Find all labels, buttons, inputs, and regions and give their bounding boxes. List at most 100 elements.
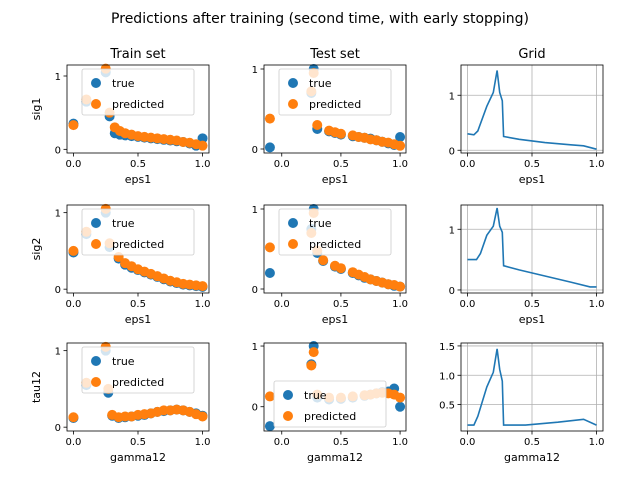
- point-true: [264, 421, 275, 432]
- y-axis-label: sig1: [30, 98, 43, 121]
- legend: true predicted: [81, 208, 195, 256]
- point-predicted: [197, 411, 208, 422]
- y-tick-label: 1: [252, 342, 258, 353]
- x-tick-label: 1.0: [589, 299, 605, 310]
- legend-label-predicted: predicted: [304, 410, 356, 423]
- y-tick-label: 0: [252, 285, 258, 296]
- y-tick-label: 1: [55, 347, 61, 358]
- x-axis-label: eps1: [519, 313, 545, 326]
- subplot-2: 0.0 0.5 1.0 0 1 Test set eps1 true predicted: [252, 47, 408, 186]
- point-predicted: [197, 281, 208, 292]
- axes-frame: [263, 204, 407, 294]
- point-predicted: [68, 120, 79, 131]
- point-predicted: [264, 391, 275, 402]
- legend-marker-true: [288, 218, 298, 228]
- point-predicted: [68, 412, 79, 423]
- subplot-title: Grid: [518, 47, 545, 62]
- legend: true predicted: [278, 208, 392, 256]
- x-tick-label: 0.5: [524, 437, 540, 448]
- y-tick-label: 0: [55, 423, 61, 434]
- legend-label-predicted: predicted: [112, 238, 164, 251]
- point-true: [395, 401, 406, 412]
- legend-marker-true: [91, 78, 101, 88]
- point-predicted: [68, 245, 79, 256]
- x-tick-label: 0.5: [524, 159, 540, 170]
- subplot-6: 0.0 0.5 1.0 0 1 eps1: [449, 204, 605, 326]
- y-axis-label: tau12: [30, 371, 43, 403]
- x-tick-label: 0.5: [130, 299, 146, 310]
- x-axis-label: eps1: [125, 313, 151, 326]
- point-true: [264, 268, 275, 278]
- point-predicted: [318, 255, 329, 266]
- subplot-3: 0.0 0.5 1.0 0 1 Grid eps1: [449, 47, 605, 186]
- point-predicted: [308, 347, 319, 358]
- x-axis-label: eps1: [125, 173, 151, 186]
- x-axis-label: eps1: [519, 173, 545, 186]
- legend-marker-true: [91, 356, 101, 366]
- y-tick-label: 1: [252, 205, 258, 216]
- subplot-7: 0.0 0.5 1.0 0 1 gamma12 tau12 true predicted: [30, 341, 210, 464]
- point-true: [395, 132, 406, 142]
- legend: true predicted: [81, 68, 195, 116]
- x-tick-label: 0.5: [333, 159, 349, 170]
- legend-marker-predicted: [91, 99, 101, 109]
- legend-box: [81, 68, 195, 116]
- subplot-grid: 0.0 0.5 1.0 0 1 Train set eps1 sig1 true predicte…: [30, 47, 604, 464]
- subplot-4: 0.0 0.5 1.0 0 1 eps1 sig2 true predicted: [30, 203, 211, 326]
- x-tick-label: 0.0: [274, 159, 290, 170]
- x-tick-label: 0.0: [274, 299, 290, 310]
- x-tick-label: 0.0: [460, 437, 476, 448]
- subplot-8: 0.0 0.5 1.0 0 1 gamma12 true predicted: [252, 341, 408, 464]
- legend-label-true: true: [304, 389, 327, 402]
- x-tick-label: 1.0: [195, 299, 211, 310]
- legend-marker-predicted: [91, 239, 101, 249]
- legend-box: [278, 208, 392, 256]
- subplot-9: 0.0 0.5 1.0 0.5 1.0 1.5 gamma12: [439, 342, 604, 464]
- y-tick-label: 0: [449, 286, 455, 297]
- x-tick-label: 0.5: [524, 299, 540, 310]
- point-predicted: [395, 392, 406, 403]
- legend-marker-true: [91, 218, 101, 228]
- legend-label-predicted: predicted: [309, 238, 361, 251]
- point-predicted: [335, 128, 346, 139]
- x-tick-label: 1.0: [392, 299, 408, 310]
- x-tick-label: 0.0: [66, 159, 82, 170]
- subplot-1: 0.0 0.5 1.0 0 1 Train set eps1 sig1 true predicte…: [30, 47, 210, 186]
- series-line: [467, 70, 597, 150]
- point-predicted: [335, 263, 346, 274]
- legend-label-true: true: [309, 217, 332, 230]
- y-tick-label: 0: [252, 403, 258, 414]
- legend-label-true: true: [309, 77, 332, 90]
- point-predicted: [306, 360, 317, 371]
- y-tick-label: 0: [449, 146, 455, 157]
- x-axis-label: gamma12: [307, 451, 363, 464]
- point-predicted: [312, 120, 323, 130]
- x-tick-label: 1.0: [195, 159, 211, 170]
- x-axis-label: eps1: [322, 173, 348, 186]
- legend-label-predicted: predicted: [112, 98, 164, 111]
- x-tick-label: 1.0: [392, 159, 408, 170]
- x-tick-label: 0.5: [333, 299, 349, 310]
- legend-marker-predicted: [288, 239, 298, 249]
- y-tick-label: 1.5: [439, 342, 455, 353]
- point-predicted: [395, 281, 406, 292]
- y-tick-label: 0: [55, 285, 61, 296]
- x-tick-label: 0.5: [130, 437, 146, 448]
- legend-marker-true: [288, 78, 298, 88]
- legend-marker-predicted: [288, 99, 298, 109]
- x-axis-label: gamma12: [110, 451, 166, 464]
- subplot-title: Test set: [309, 47, 360, 62]
- y-tick-label: 0: [252, 145, 258, 156]
- figure-suptitle: Predictions after training (second time,…: [111, 11, 529, 27]
- legend: true predicted: [273, 380, 387, 428]
- legend-marker-true: [283, 390, 293, 400]
- y-tick-label: 1.0: [439, 371, 455, 382]
- x-tick-label: 1.0: [589, 159, 605, 170]
- legend-label-predicted: predicted: [112, 376, 164, 389]
- x-tick-label: 0.5: [130, 159, 146, 170]
- y-axis-label: sig2: [30, 238, 43, 261]
- x-tick-label: 0.0: [66, 299, 82, 310]
- series-line: [467, 207, 597, 288]
- axes-frame: [263, 342, 407, 432]
